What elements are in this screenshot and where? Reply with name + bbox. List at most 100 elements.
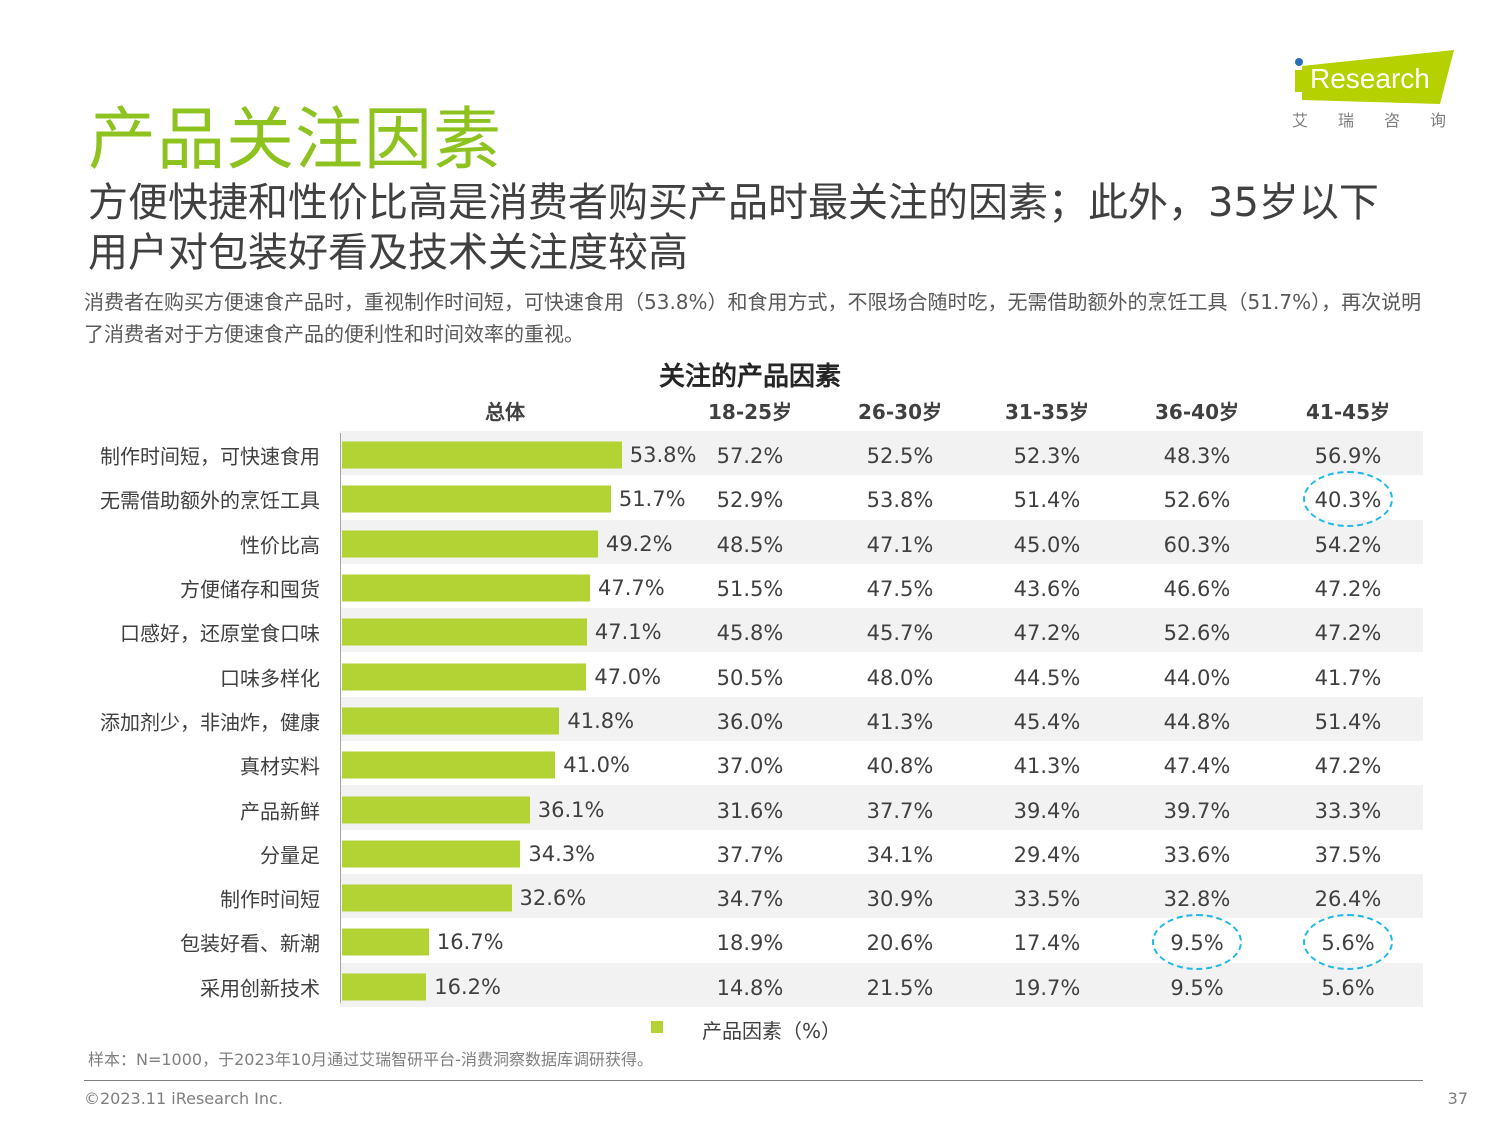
table-cell: 48.3% [1163,444,1231,469]
highlight-circle [1303,914,1393,971]
bar-value-label: 32.6% [519,886,587,911]
table-cell: 47.2% [1314,754,1382,779]
category-label: 性价比高 [240,533,320,558]
page-title: 产品关注因素 [88,101,503,180]
table-cell: 52.9% [716,488,784,513]
table-cell: 47.2% [1314,621,1382,646]
table-cell: 14.8% [716,975,784,1000]
bar-value-label: 16.2% [434,974,501,999]
table-cell: 57.2% [716,444,784,469]
bar-value-label: 51.7% [618,487,686,512]
table-cell: 18.9% [716,931,784,956]
bar [342,796,530,824]
legend-label: 产品因素（%） [702,1019,842,1043]
category-label: 采用创新技术 [200,976,320,1001]
table-cell: 45.4% [1013,709,1081,734]
column-header: 31-35岁 [1005,400,1089,424]
table-cell: 41.3% [1013,754,1081,779]
bar-value-label: 41.0% [563,753,630,778]
table-cell: 44.0% [1163,665,1231,690]
table-cell: 17.4% [1013,931,1081,956]
table-cell: 51.5% [716,577,784,602]
table-cell: 21.5% [866,975,934,1000]
table-cell: 47.1% [866,532,934,557]
bar [342,840,521,868]
table-cell: 44.5% [1013,665,1081,690]
table-cell: 51.4% [1013,488,1081,513]
table-cell: 53.8% [866,488,934,513]
table-cell: 37.5% [1314,842,1382,867]
table-row [340,962,1423,1007]
table-cell: 44.8% [1163,709,1231,734]
category-label: 产品新鲜 [240,799,320,824]
table-cell: 47.4% [1163,754,1231,779]
table-cell: 40.8% [866,754,934,779]
category-label: 口味多样化 [220,666,320,691]
bar [342,928,429,956]
table-cell: 45.7% [866,621,934,646]
table-cell: 9.5% [1170,975,1224,1000]
bar [342,973,427,1001]
footer-divider [84,1080,1423,1081]
table-cell: 54.2% [1314,532,1382,557]
bar [342,574,591,602]
svg-text:Research: Research [1310,63,1430,94]
category-label: 制作时间短，可快速食用 [100,444,320,469]
description: 消费者在购买方便速食产品时，重视制作时间短，可快速食用（53.8%）和食用方式，… [84,290,1422,346]
bar-value-label: 41.8% [567,708,635,733]
table-cell: 33.5% [1013,887,1081,912]
bar-value-label: 16.7% [436,930,504,955]
table-cell: 41.7% [1314,665,1382,690]
bar [342,707,560,735]
table-cell: 52.6% [1163,488,1231,513]
table-cell: 52.3% [1013,444,1081,469]
column-header: 总体 [485,400,525,424]
iresearch-logo: Research 艾瑞咨询 [1292,50,1460,130]
column-header: 36-40岁 [1155,400,1239,424]
category-label: 添加剂少，非油炸，健康 [100,710,320,735]
sample-note: 样本：N=1000，于2023年10月通过艾瑞智研平台-消费洞察数据库调研获得。 [88,1050,653,1069]
table-cell: 47.2% [1314,577,1382,602]
table-cell: 50.5% [716,665,784,690]
highlight-circle [1152,914,1242,971]
table-cell: 39.4% [1013,798,1081,823]
y-axis-line [340,433,341,1003]
table-cell: 29.4% [1013,842,1081,867]
column-header: 41-45岁 [1306,400,1390,424]
table-cell: 36.0% [716,709,784,734]
legend-swatch [651,1021,663,1033]
table-cell: 47.5% [866,577,934,602]
category-label: 制作时间短 [220,887,320,912]
table-cell: 46.6% [1163,577,1231,602]
table-cell: 26.4% [1314,887,1382,912]
bar [342,530,598,558]
table-cell: 37.0% [716,754,784,779]
category-label: 真材实料 [240,754,320,779]
table-cell: 43.6% [1013,577,1081,602]
table-cell: 60.3% [1163,532,1231,557]
table-cell: 33.6% [1163,842,1231,867]
column-header: 26-30岁 [858,400,942,424]
page-subtitle: 方便快捷和性价比高是消费者购买产品时最关注的因素；此外，35岁以下用户对包装好看… [88,180,1379,276]
table-cell: 39.7% [1163,798,1231,823]
table-cell: 47.2% [1013,621,1081,646]
category-label: 方便储存和囤货 [180,577,320,602]
svg-text:艾瑞咨询: 艾瑞咨询 [1292,111,1460,130]
table-cell: 34.1% [866,842,934,867]
table-cell: 48.5% [716,532,784,557]
bar-value-label: 47.1% [594,620,662,645]
bar [342,751,556,779]
chart-title: 关注的产品因素 [658,362,841,392]
table-cell: 31.6% [716,798,784,823]
bar-value-label: 34.3% [528,841,596,866]
table-cell: 33.3% [1314,798,1382,823]
bar-value-label: 49.2% [605,531,673,556]
table-cell: 37.7% [866,798,934,823]
page-number: 37 [1447,1089,1468,1108]
category-label: 无需借助额外的烹饪工具 [100,488,320,513]
bar [342,485,611,513]
table-cell: 5.6% [1321,975,1375,1000]
table-cell: 19.7% [1013,975,1081,1000]
bar-value-label: 36.1% [537,797,605,822]
